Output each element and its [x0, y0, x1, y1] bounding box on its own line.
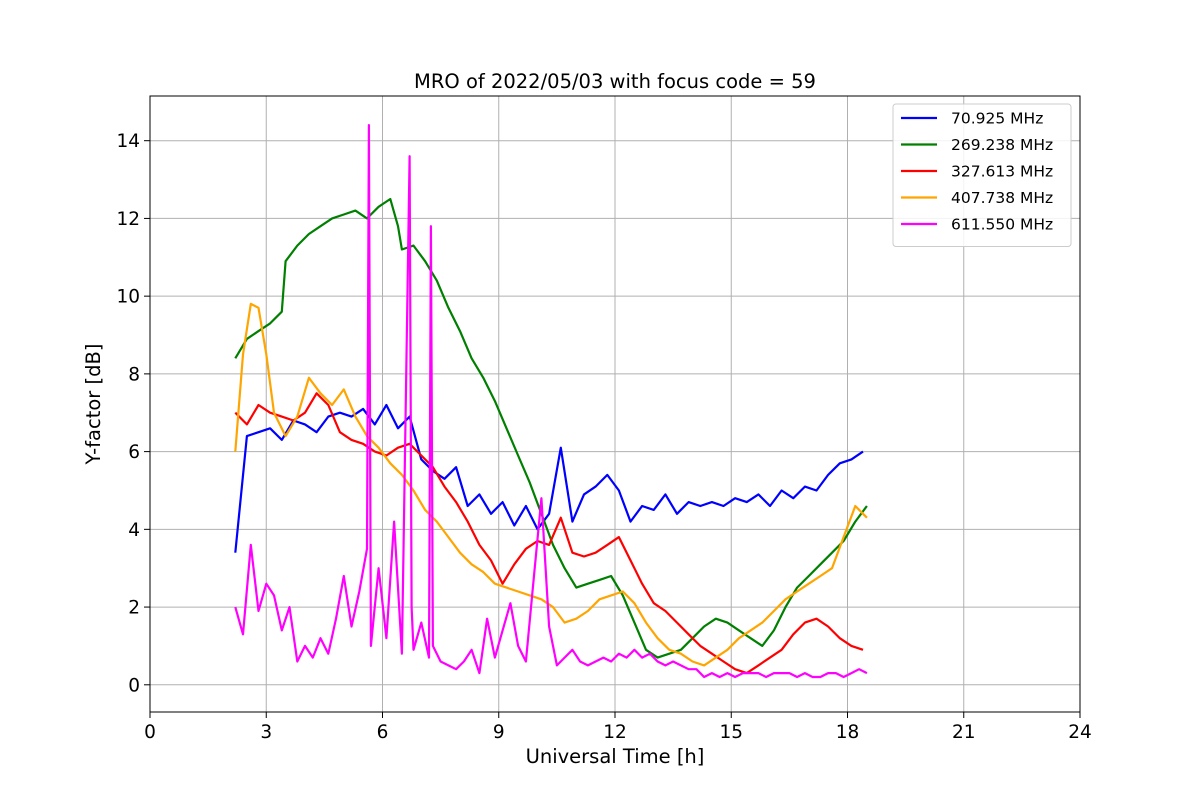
series-line-4 [234, 124, 868, 679]
x-tick-label: 24 [1068, 722, 1092, 743]
legend-label: 269.238 MHz [951, 136, 1053, 154]
y-tick-label: 8 [128, 364, 140, 385]
legend: 70.925 MHz 269.238 MHz 327.613 MHz 407.738 … [892, 103, 1072, 247]
y-tick-label: 12 [116, 209, 140, 230]
y-tick-label: 14 [116, 131, 140, 152]
legend-label: 327.613 MHz [951, 163, 1053, 181]
series-group [234, 124, 868, 679]
y-tick-label: 10 [116, 287, 140, 308]
y-tick-label: 2 [128, 598, 140, 619]
legend-label: 407.738 MHz [951, 189, 1053, 207]
x-tick-label: 15 [719, 722, 743, 743]
chart-title: MRO of 2022/05/03 with focus code = 59 [414, 70, 816, 93]
y-axis-label: Y-factor [dB] [82, 344, 105, 466]
x-tick-label: 21 [952, 722, 976, 743]
x-tick-label: 18 [836, 722, 860, 743]
series-line-3 [234, 302, 868, 667]
legend-label: 70.925 MHz [951, 110, 1043, 128]
y-tick-label: 0 [128, 675, 140, 696]
x-tick-label: 3 [260, 722, 272, 743]
x-axis-label: Universal Time [h] [526, 745, 705, 768]
x-tick-label: 9 [493, 722, 505, 743]
legend-label: 611.550 MHz [951, 216, 1053, 234]
series-line-0 [234, 403, 864, 553]
x-tick-label: 6 [377, 722, 389, 743]
y-tick-label: 6 [128, 442, 140, 463]
series-line-2 [234, 392, 864, 675]
x-tick-label: 0 [144, 722, 156, 743]
legend-box [892, 103, 1072, 247]
x-tick-label: 12 [603, 722, 627, 743]
y-tick-label: 4 [128, 520, 140, 541]
